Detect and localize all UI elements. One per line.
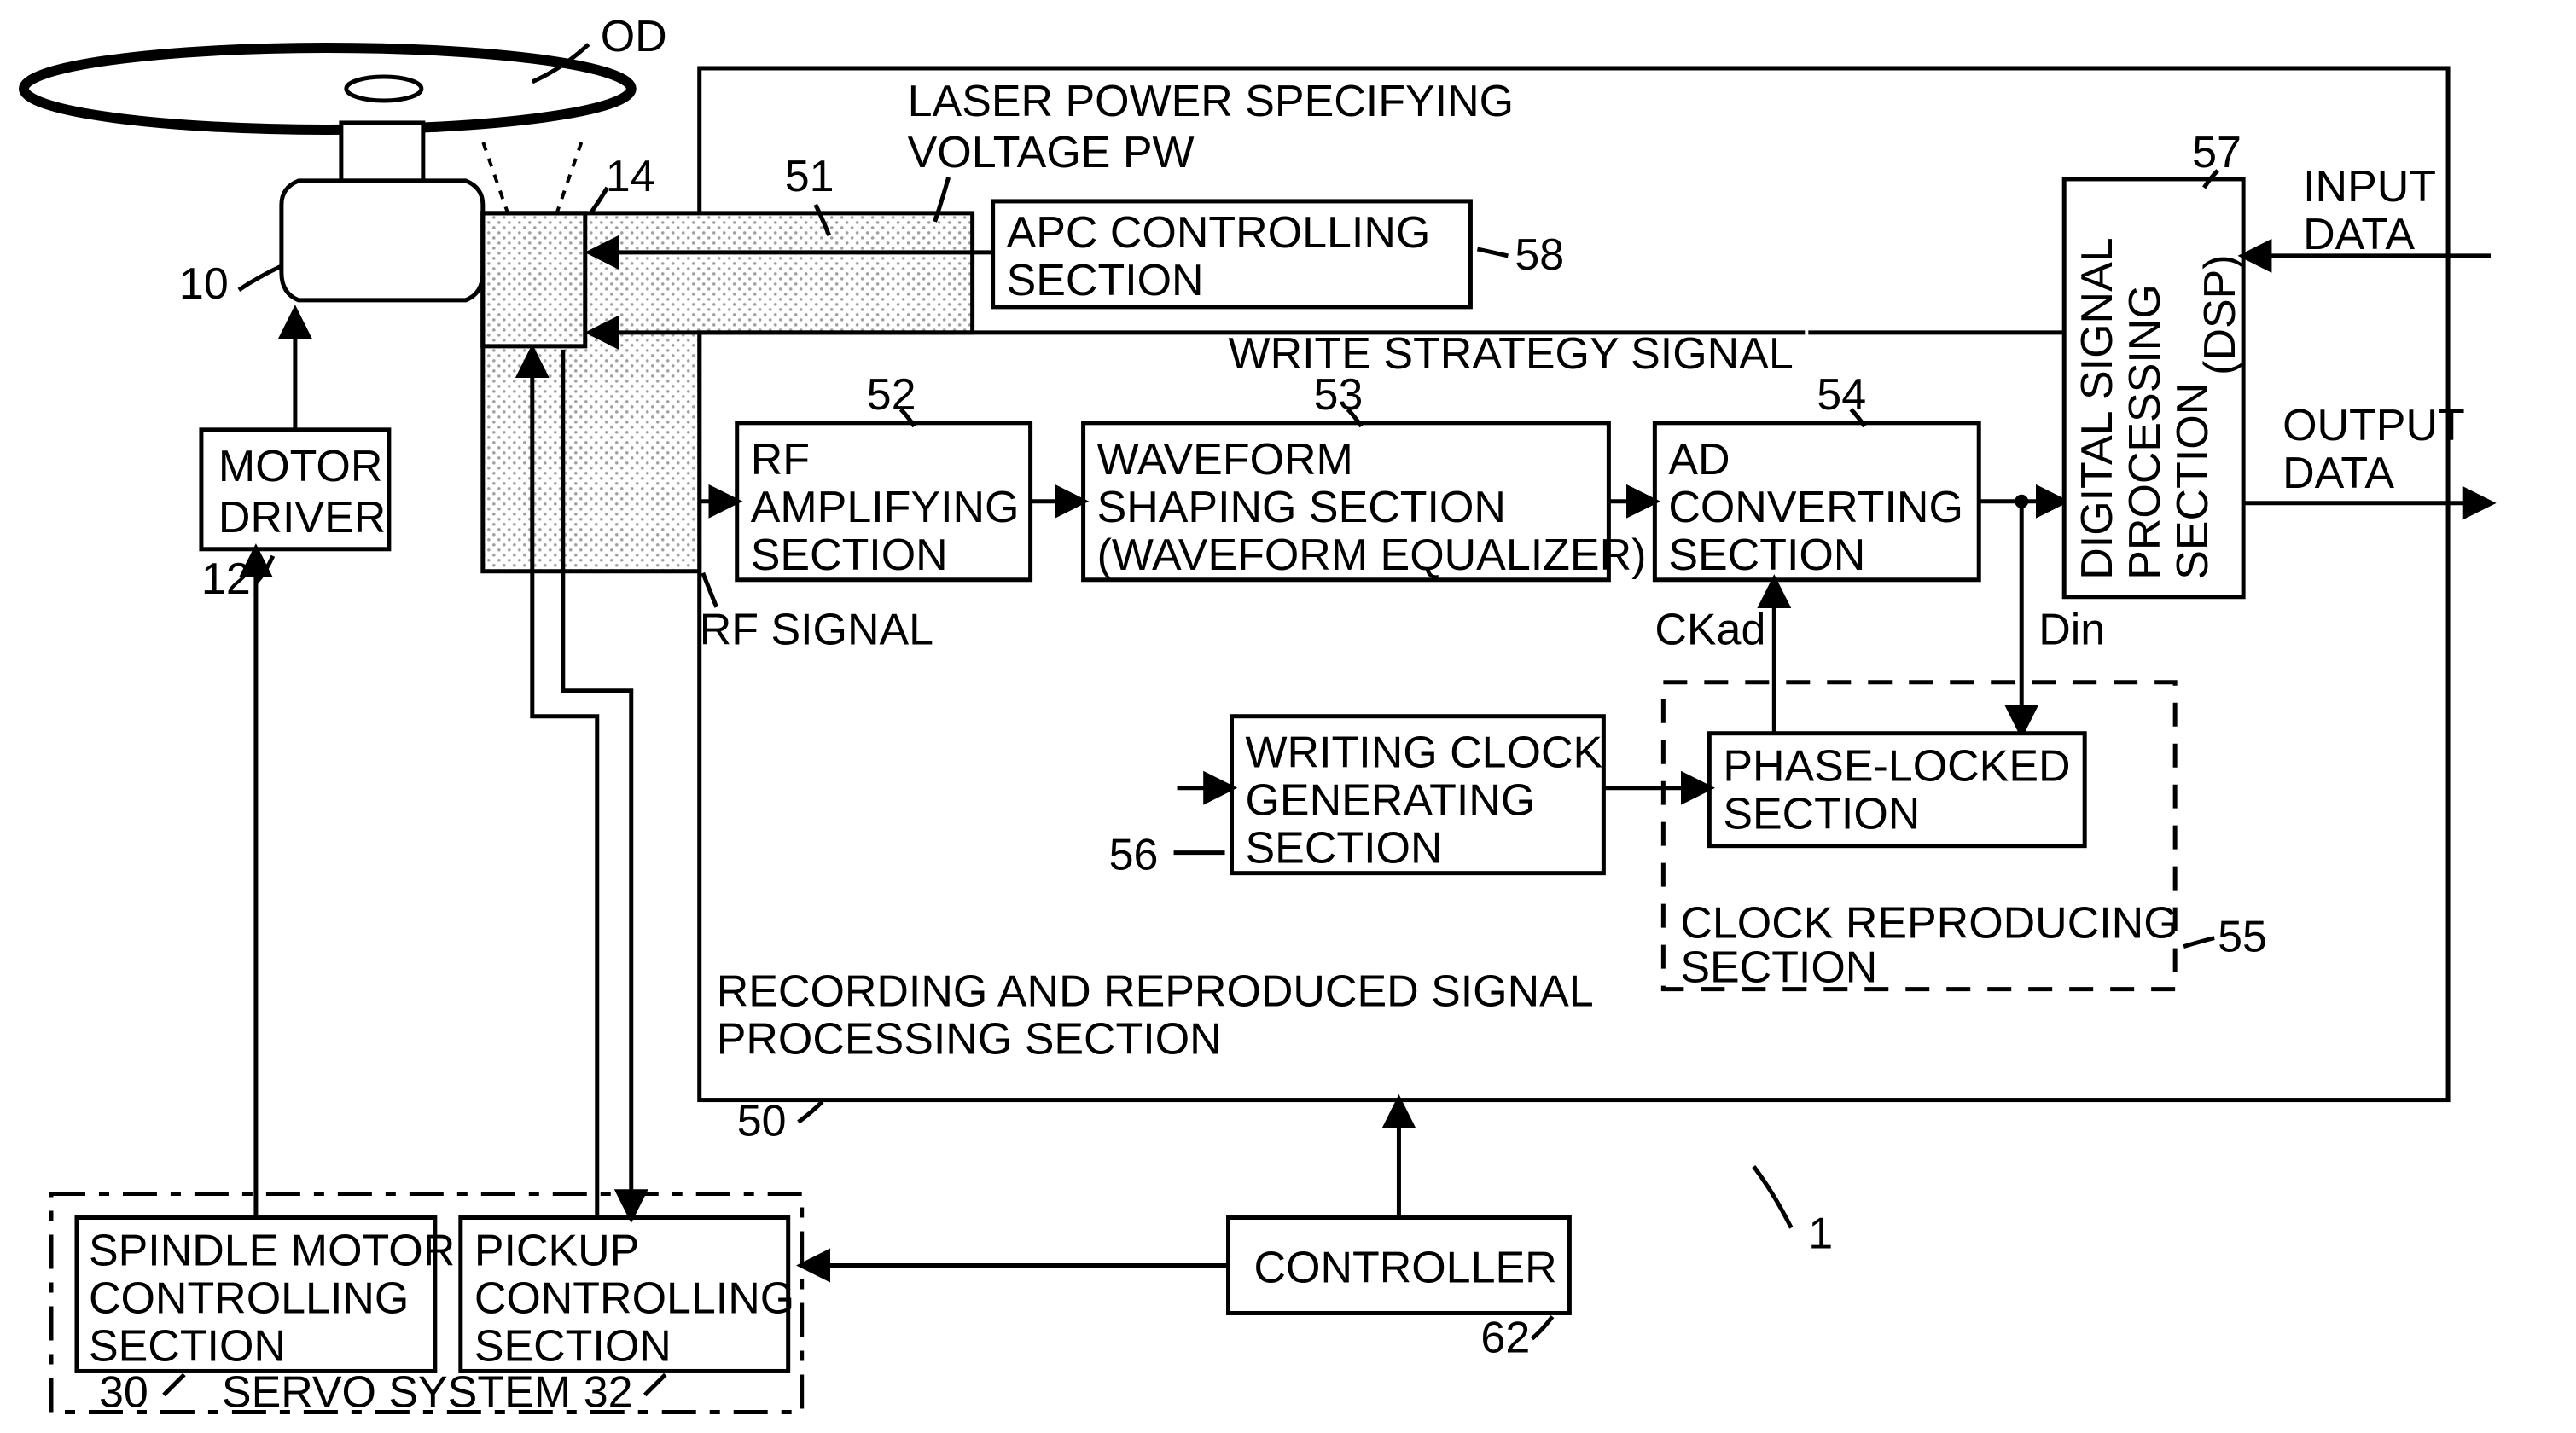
waveform-l2: SHAPING SECTION — [1097, 483, 1506, 532]
ref-12-leader — [256, 556, 273, 583]
din-label: Din — [2038, 606, 2105, 655]
pll-l1: PHASE-LOCKED — [1723, 742, 2070, 792]
laser-l1: LASER POWER SPECIFYING — [908, 77, 1514, 126]
ref-52: 52 — [867, 370, 916, 420]
ckad-label: CKad — [1654, 606, 1765, 655]
pickup-l2: CONTROLLING — [474, 1273, 794, 1323]
optical-disk — [24, 48, 631, 130]
rec-l2: PROCESSING SECTION — [717, 1015, 1222, 1065]
wclk-l3: SECTION — [1246, 824, 1443, 873]
rec-l1: RECORDING AND REPRODUCED SIGNAL — [717, 967, 1594, 1017]
ad-l1: AD — [1668, 435, 1730, 484]
ref-50: 50 — [737, 1097, 787, 1146]
dsp-l3: SECTION — [2168, 383, 2218, 580]
ref-1-leader — [1753, 1167, 1791, 1228]
controller-label: CONTROLLER — [1254, 1243, 1557, 1292]
input-l1: INPUT — [2303, 162, 2436, 212]
ref-54: 54 — [1817, 370, 1866, 420]
ref-55: 55 — [2218, 913, 2267, 962]
pll-l2: SECTION — [1723, 790, 1920, 839]
servo-label: SERVO SYSTEM — [222, 1367, 571, 1417]
ref-12: 12 — [201, 554, 251, 604]
ref-30-leader — [164, 1374, 184, 1395]
block-diagram-root: OD 10 14 MOTOR DRIVER 12 51 LASER POWER … — [0, 0, 2576, 1432]
apc-l1: APC CONTROLLING — [1007, 208, 1431, 258]
ref-30: 30 — [99, 1367, 148, 1417]
waveform-l3: (WAVEFORM EQUALIZER) — [1097, 531, 1647, 580]
od-label: OD — [601, 12, 667, 61]
wclk-l2: GENERATING — [1246, 776, 1536, 826]
pickup-l3: SECTION — [474, 1321, 672, 1371]
ad-l3: SECTION — [1668, 531, 1865, 580]
apc-l2: SECTION — [1007, 256, 1204, 305]
dsp-l4: (DSP) — [2195, 254, 2245, 374]
input-l2: DATA — [2303, 210, 2415, 259]
spindle-l3: SECTION — [89, 1321, 286, 1371]
ref-62: 62 — [1480, 1313, 1530, 1362]
ref-56: 56 — [1109, 831, 1159, 880]
dsp-l2: PROCESSING — [2120, 284, 2170, 580]
wclk-l1: WRITING CLOCK — [1246, 728, 1603, 778]
ref-1: 1 — [1808, 1210, 1833, 1259]
spindle-l2: CONTROLLING — [89, 1273, 409, 1323]
ref-50-leader — [799, 1102, 823, 1123]
output-l2: DATA — [2282, 449, 2394, 498]
waveform-l1: WAVEFORM — [1097, 435, 1353, 484]
spindle-motor — [282, 123, 483, 300]
motor-driver-l1: MOTOR — [218, 442, 382, 491]
ad-l2: CONVERTING — [1668, 483, 1963, 532]
rf-signal-label: RF SIGNAL — [700, 606, 933, 655]
output-l1: OUTPUT — [2282, 401, 2465, 450]
motor-driver-box: MOTOR DRIVER — [201, 430, 389, 549]
rf-amp-l1: RF — [751, 435, 810, 484]
ref-53: 53 — [1313, 370, 1363, 420]
rf-amp-l2: AMPLIFYING — [751, 483, 1020, 532]
pickup-l1: PICKUP — [474, 1227, 640, 1276]
ref-10: 10 — [179, 259, 229, 309]
ref-51: 51 — [785, 152, 834, 201]
ref-10-leader — [239, 266, 282, 290]
ref-32: 32 — [584, 1367, 633, 1417]
ref-62-leader — [1532, 1316, 1552, 1338]
ref-32-leader — [645, 1374, 666, 1395]
clockrep-l2: SECTION — [1680, 943, 1877, 993]
spindle-l1: SPINDLE MOTOR — [89, 1227, 455, 1276]
clockrep-l1: CLOCK REPRODUCING — [1680, 899, 2178, 949]
motor-driver-l2: DRIVER — [218, 493, 386, 542]
ref-14: 14 — [606, 152, 655, 201]
laser-l2: VOLTAGE PW — [908, 128, 1195, 177]
rf-amp-l3: SECTION — [751, 531, 948, 580]
ref-58: 58 — [1515, 230, 1564, 280]
dsp-l1: DIGITAL SIGNAL — [2073, 237, 2122, 579]
